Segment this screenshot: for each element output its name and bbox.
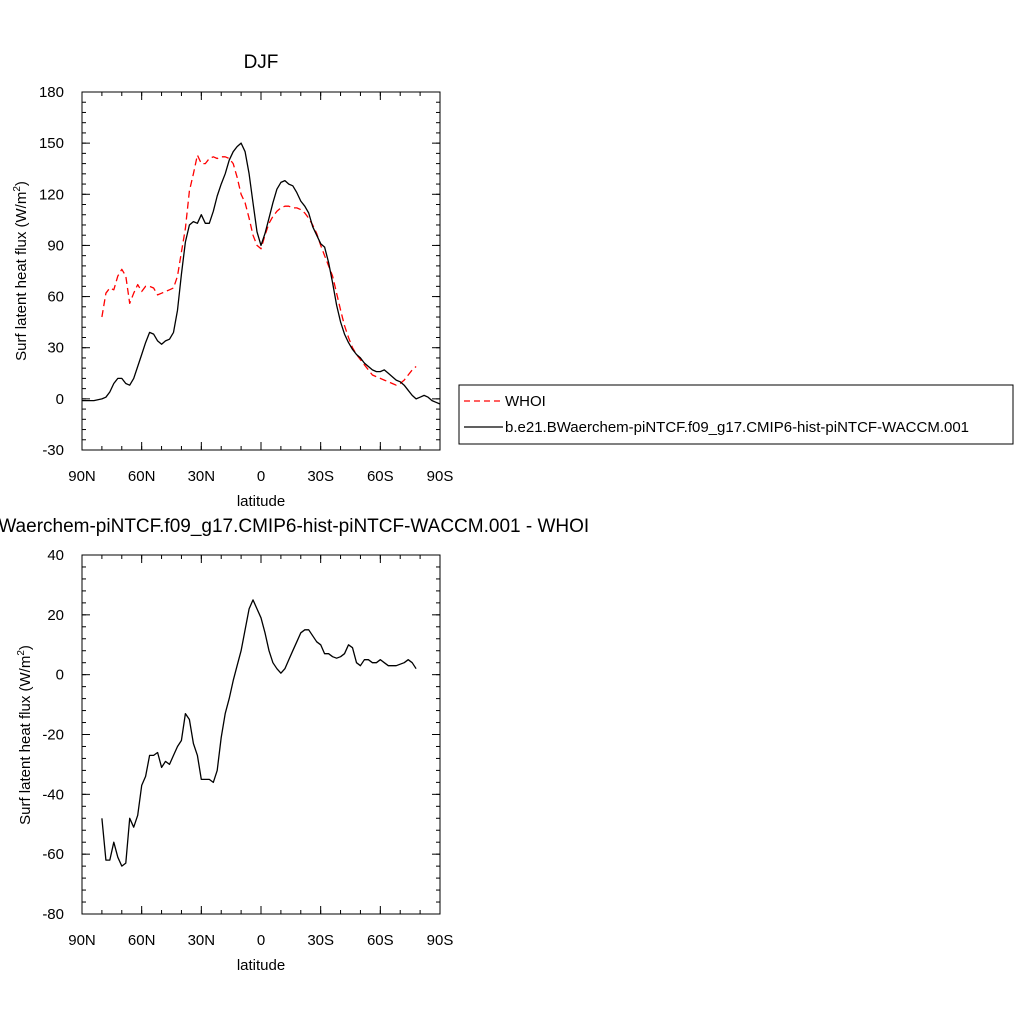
bottom-x-axis-label: latitude <box>237 957 285 974</box>
bottom-y-tick-label: -80 <box>42 906 64 923</box>
panel-top: DJF 180 150 120 90 60 30 0 -30 90N 60N 30N 0 30S 60S… <box>12 52 453 510</box>
bottom-y-tick-label: 20 <box>47 607 64 624</box>
bottom-plot-frame <box>81 554 441 915</box>
bottom-chart-title: b.e21.BWaerchem-piNTCF.f09_g17.CMIP6-his… <box>0 516 589 537</box>
bottom-x-tick-label: 30S <box>307 932 334 949</box>
top-x-axis: 90N 60N 30N 0 30S 60S 90S <box>68 92 453 485</box>
top-y-tick-label: 60 <box>47 289 64 306</box>
top-y-tick-label: 150 <box>39 135 64 152</box>
bottom-series-group <box>101 599 417 867</box>
top-y-tick-label: 30 <box>47 340 64 357</box>
bottom-y-tick-label: -60 <box>42 846 64 863</box>
top-y-axis: 180 150 120 90 60 30 0 -30 <box>39 84 440 459</box>
top-x-tick-label: 30S <box>307 468 334 485</box>
bottom-x-tick-label: 30N <box>188 932 216 949</box>
bottom-y-tick-label: 0 <box>56 667 64 684</box>
top-x-tick-label: 0 <box>257 468 265 485</box>
top-chart-title: DJF <box>244 52 279 73</box>
legend-label-model: b.e21.BWaerchem-piNTCF.f09_g17.CMIP6-his… <box>505 419 969 436</box>
top-series-line-0 <box>101 154 417 386</box>
top-x-tick-label: 90N <box>68 468 96 485</box>
bottom-y-tick-label: -40 <box>42 786 64 803</box>
top-x-tick-label: 90S <box>427 468 454 485</box>
bottom-x-tick-label: 90S <box>427 932 454 949</box>
top-x-axis-label: latitude <box>237 493 285 510</box>
legend-box <box>458 384 1014 445</box>
top-y-tick-label: 180 <box>39 84 64 101</box>
bottom-series-line-0 <box>101 599 417 867</box>
top-plot-frame <box>81 91 441 451</box>
bottom-y-tick-label: -20 <box>42 727 64 744</box>
bottom-x-tick-label: 60S <box>367 932 394 949</box>
bottom-x-axis: 90N 60N 30N 0 30S 60S 90S <box>68 555 453 949</box>
top-y-tick-label: 90 <box>47 237 64 254</box>
panel-bottom: b.e21.BWaerchem-piNTCF.f09_g17.CMIP6-his… <box>0 516 589 974</box>
top-x-tick-label: 60S <box>367 468 394 485</box>
top-y-axis-label: Surf latent heat flux (W/m2) <box>12 181 30 361</box>
top-y-tick-label: -30 <box>42 442 64 459</box>
top-y-tick-label: 120 <box>39 186 64 203</box>
top-y-tick-label: 0 <box>56 391 64 408</box>
top-series-line-1 <box>82 142 441 405</box>
legend: WHOI b.e21.BWaerchem-piNTCF.f09_g17.CMIP… <box>458 384 1014 445</box>
bottom-x-tick-label: 60N <box>128 932 156 949</box>
bottom-y-axis-label: Surf latent heat flux (W/m2) <box>16 645 34 825</box>
top-x-tick-label: 30N <box>188 468 216 485</box>
bottom-x-tick-label: 90N <box>68 932 96 949</box>
legend-label-whoi: WHOI <box>505 393 546 410</box>
bottom-x-tick-label: 0 <box>257 932 265 949</box>
top-series-group <box>82 142 441 405</box>
top-x-tick-label: 60N <box>128 468 156 485</box>
bottom-y-axis: 40 20 0 -20 -40 -60 -80 <box>42 547 440 923</box>
bottom-y-tick-label: 40 <box>47 547 64 564</box>
